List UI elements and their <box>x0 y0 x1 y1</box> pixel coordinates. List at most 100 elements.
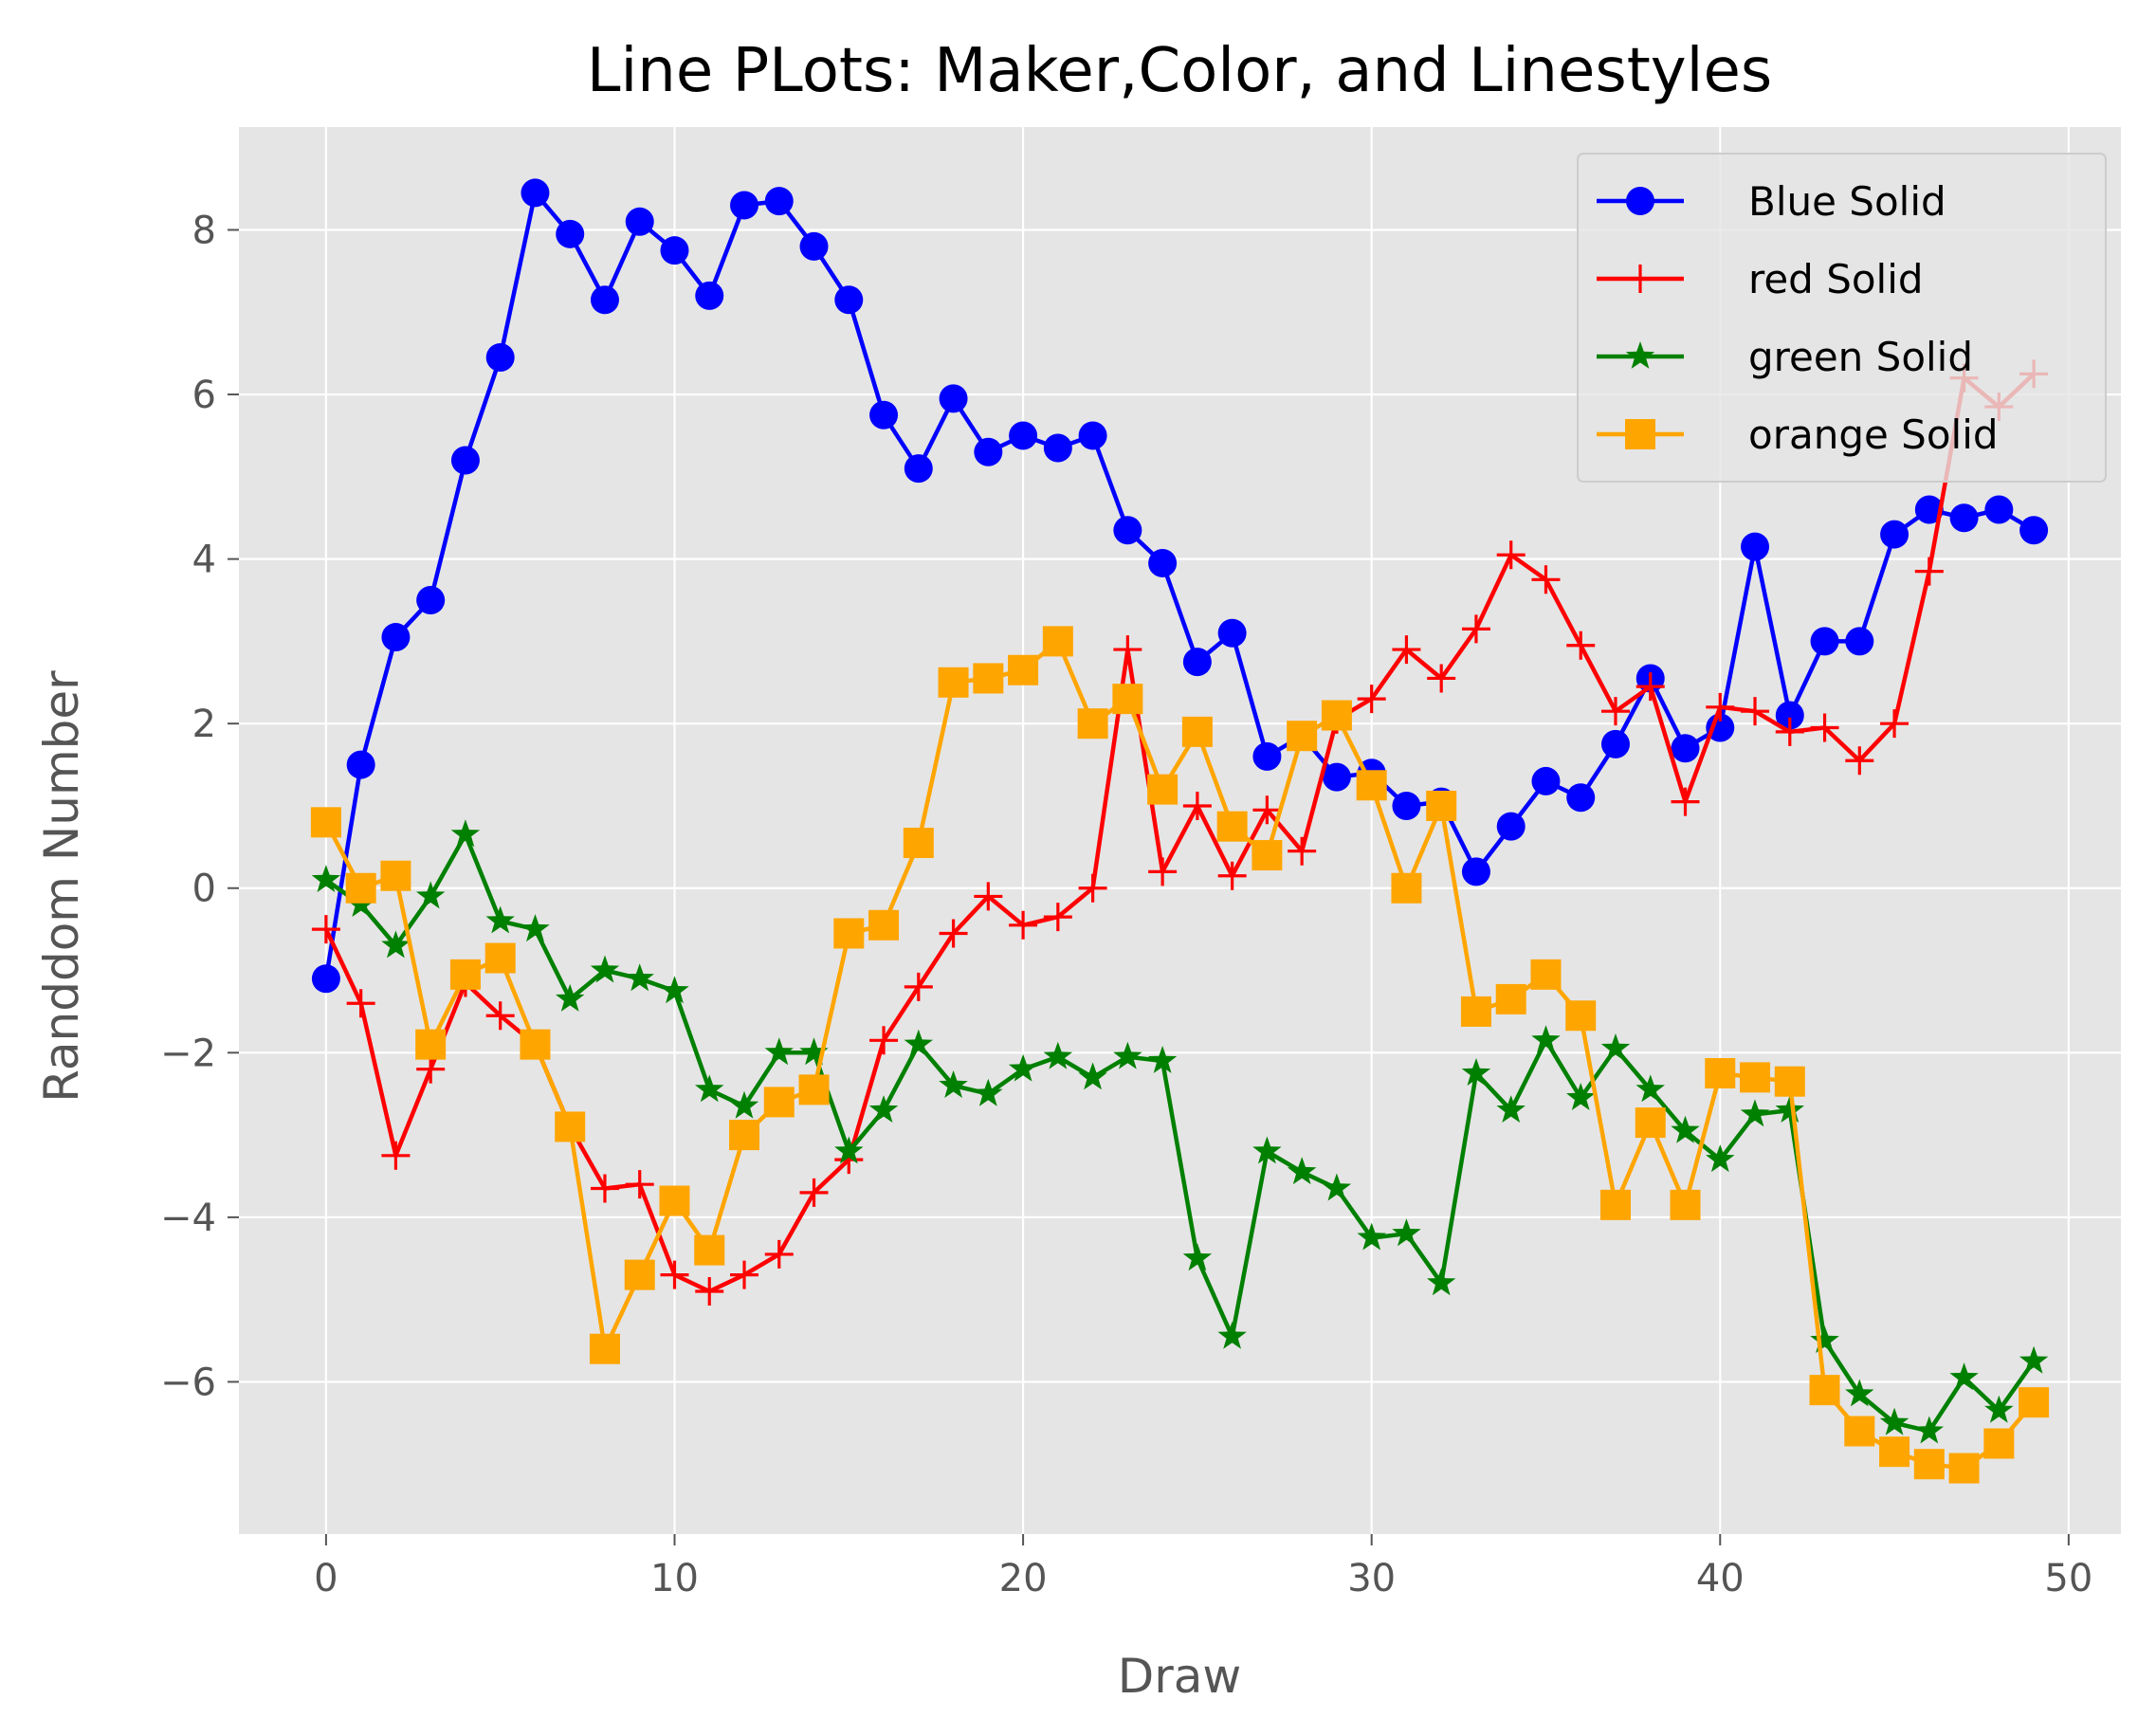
data-point <box>1113 516 1142 545</box>
data-point <box>1671 1115 1700 1143</box>
data-point <box>1008 1053 1038 1082</box>
data-point <box>799 1037 829 1066</box>
data-point <box>1042 626 1073 657</box>
data-point <box>1009 910 1038 940</box>
data-point <box>1983 1428 2015 1459</box>
data-point <box>555 1111 586 1142</box>
data-point <box>1741 697 1770 726</box>
data-point <box>1322 762 1351 792</box>
data-point <box>1566 783 1596 813</box>
data-point <box>1008 654 1039 685</box>
data-point <box>764 1239 794 1269</box>
data-point <box>1322 1173 1352 1201</box>
data-point <box>1531 565 1561 594</box>
data-point <box>485 1001 515 1031</box>
data-point <box>1287 721 1318 752</box>
data-point <box>1775 717 1804 746</box>
data-point <box>1217 861 1247 890</box>
data-point <box>416 586 446 615</box>
data-point <box>625 963 654 992</box>
data-point <box>449 959 481 990</box>
data-point <box>1635 1107 1666 1139</box>
data-point <box>1252 840 1283 871</box>
data-point <box>1810 627 1839 656</box>
data-point <box>1496 540 1526 570</box>
data-point <box>590 1174 619 1203</box>
x-tick-label: 30 <box>1347 1557 1396 1600</box>
data-point <box>799 231 829 261</box>
legend-marker <box>1625 341 1655 369</box>
data-point <box>1949 1362 1979 1391</box>
data-point <box>450 819 481 848</box>
data-point <box>660 976 689 1004</box>
data-point <box>1600 729 1630 758</box>
data-point <box>1531 1025 1561 1053</box>
data-point <box>1392 635 1421 665</box>
chart-title: Line PLots: Maker,Color, and Linestyles <box>587 36 1772 106</box>
data-point <box>1113 635 1142 665</box>
data-point <box>1461 857 1490 886</box>
data-point <box>869 400 899 429</box>
data-point <box>1530 959 1562 990</box>
data-point <box>1148 548 1178 577</box>
data-point <box>346 989 375 1018</box>
data-point <box>1392 1218 1421 1247</box>
legend-marker <box>1626 187 1654 215</box>
data-point <box>660 236 689 265</box>
data-point <box>1147 1046 1178 1073</box>
legend-box <box>1577 153 2107 483</box>
data-point <box>415 1029 447 1060</box>
data-point <box>1914 1416 1944 1444</box>
y-tick-label: 8 <box>192 209 216 252</box>
data-point <box>1217 1321 1247 1349</box>
y-tick-label: 4 <box>192 539 216 582</box>
data-point <box>1845 746 1874 776</box>
data-point <box>1880 520 1909 549</box>
data-point <box>833 918 865 949</box>
data-point <box>1078 1062 1107 1090</box>
data-point <box>381 623 411 652</box>
data-point <box>1565 1000 1597 1032</box>
y-tick-label: −4 <box>160 1197 216 1240</box>
data-point <box>1844 1416 1875 1447</box>
data-point <box>346 750 375 779</box>
data-point <box>1252 1136 1282 1164</box>
data-point <box>1461 1058 1491 1086</box>
data-point <box>1775 1095 1804 1123</box>
data-point <box>1741 532 1770 561</box>
data-point <box>1147 774 1178 805</box>
data-point <box>763 1087 795 1118</box>
data-point <box>1809 1375 1840 1406</box>
data-point <box>1566 1083 1596 1110</box>
legend-item: green Solid <box>1597 334 1973 380</box>
legend-label: orange Solid <box>1748 411 1999 458</box>
data-point <box>521 178 550 208</box>
data-point <box>1740 1062 1771 1093</box>
data-point <box>625 207 654 236</box>
data-point <box>938 667 969 698</box>
data-point <box>1949 503 1979 533</box>
y-tick-label: −6 <box>160 1361 216 1404</box>
data-point <box>904 972 933 1001</box>
data-point <box>590 955 620 983</box>
data-point <box>904 1029 933 1057</box>
data-point <box>1181 716 1213 747</box>
y-tick-label: 0 <box>192 868 216 911</box>
data-point <box>799 1178 829 1207</box>
data-point <box>869 1026 899 1055</box>
data-point <box>798 1074 830 1106</box>
data-point <box>1461 614 1490 644</box>
series-3 <box>311 819 2049 1444</box>
data-point <box>1706 1144 1735 1173</box>
data-point <box>1252 741 1282 771</box>
series-layer <box>310 178 2050 1484</box>
series-line <box>323 191 2036 979</box>
data-point <box>485 905 515 934</box>
x-tick-label: 50 <box>2044 1557 2092 1600</box>
y-tick-label: 6 <box>192 374 216 417</box>
data-point <box>1217 618 1247 648</box>
data-point <box>730 1260 759 1289</box>
data-point <box>345 872 376 904</box>
data-point <box>1635 1074 1665 1103</box>
